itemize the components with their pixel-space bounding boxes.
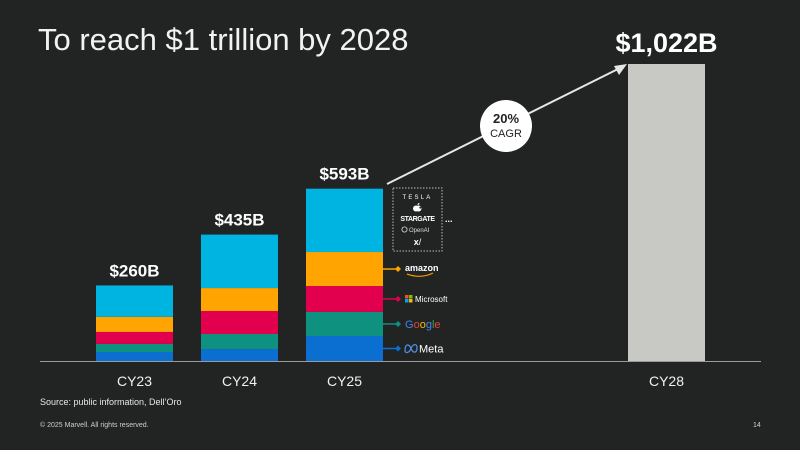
- arrow-head-icon: [614, 64, 627, 75]
- bar-segment-cy23-google: [96, 343, 173, 352]
- bar-segment-cy24-amazon: [201, 288, 278, 312]
- openai-logo: OpenAI: [401, 226, 430, 234]
- tesla-logo: TESLA: [402, 195, 432, 201]
- bar-segment-cy23-microsoft: [96, 331, 173, 344]
- xai-logo: x/: [414, 237, 422, 247]
- others-logos-box: TESLA STARGATE OpenAI x/ ...: [392, 187, 453, 252]
- openai-icon: [401, 226, 408, 233]
- cagr-label: CAGR: [490, 128, 522, 140]
- source-note: Source: public information, Dell’Oro: [40, 397, 182, 407]
- bar-segment-cy25-meta: [306, 336, 383, 361]
- bar-segment-cy24-meta: [201, 349, 278, 361]
- cagr-value: 20%: [493, 111, 519, 126]
- copyright-note: © 2025 Marvell. All rights reserved.: [40, 422, 149, 429]
- bar-segment-cy25-google: [306, 311, 383, 337]
- bar-segment-cy23-others: [96, 285, 173, 317]
- legend-label-google: Google: [405, 319, 441, 331]
- legend-label-microsoft: Microsoft: [415, 295, 448, 304]
- bar-segment-cy24-microsoft: [201, 311, 278, 334]
- total-label-cy28: $1,022B: [615, 28, 717, 58]
- total-label-cy23: $260B: [109, 261, 159, 280]
- legend-label-amazon: amazon: [405, 263, 439, 273]
- svg-text:OpenAI: OpenAI: [409, 228, 430, 234]
- microsoft-logo-icon: [405, 294, 413, 303]
- page-number: 14: [753, 422, 761, 429]
- bar-segment-cy25-others: [306, 188, 383, 253]
- bar-segment-cy25-amazon: [306, 252, 383, 287]
- legend-marker-icon: [395, 266, 401, 273]
- x-tick-cy23: CY23: [117, 373, 152, 389]
- x-tick-cy25: CY25: [327, 373, 362, 389]
- bar-segment-cy25-microsoft: [306, 286, 383, 312]
- legend-marker-icon: [395, 295, 401, 302]
- bar-segment-cy24-google: [201, 333, 278, 350]
- total-label-cy24: $435B: [214, 211, 264, 230]
- bar-segment-cy23-meta: [96, 351, 173, 361]
- bar-segment-cy24-others: [201, 234, 278, 289]
- legend-marker-icon: [395, 345, 401, 352]
- x-tick-cy24: CY24: [222, 373, 257, 389]
- legend-marker-icon: [395, 320, 401, 327]
- bar-segment-cy28-total: [628, 64, 705, 361]
- bar-segment-cy23-amazon: [96, 316, 173, 332]
- cagr-badge: 20% CAGR: [480, 100, 532, 152]
- page-title: To reach $1 trillion by 2028: [38, 22, 409, 57]
- stargate-logo: STARGATE: [400, 216, 435, 223]
- legend-label-meta: Meta: [419, 344, 444, 356]
- amazon-smile-icon: [406, 272, 434, 277]
- total-label-cy25: $593B: [319, 165, 369, 184]
- meta-logo-icon: [404, 343, 418, 354]
- others-more: ...: [445, 214, 453, 224]
- x-tick-cy28: CY28: [649, 373, 684, 389]
- apple-logo-icon: [413, 203, 422, 212]
